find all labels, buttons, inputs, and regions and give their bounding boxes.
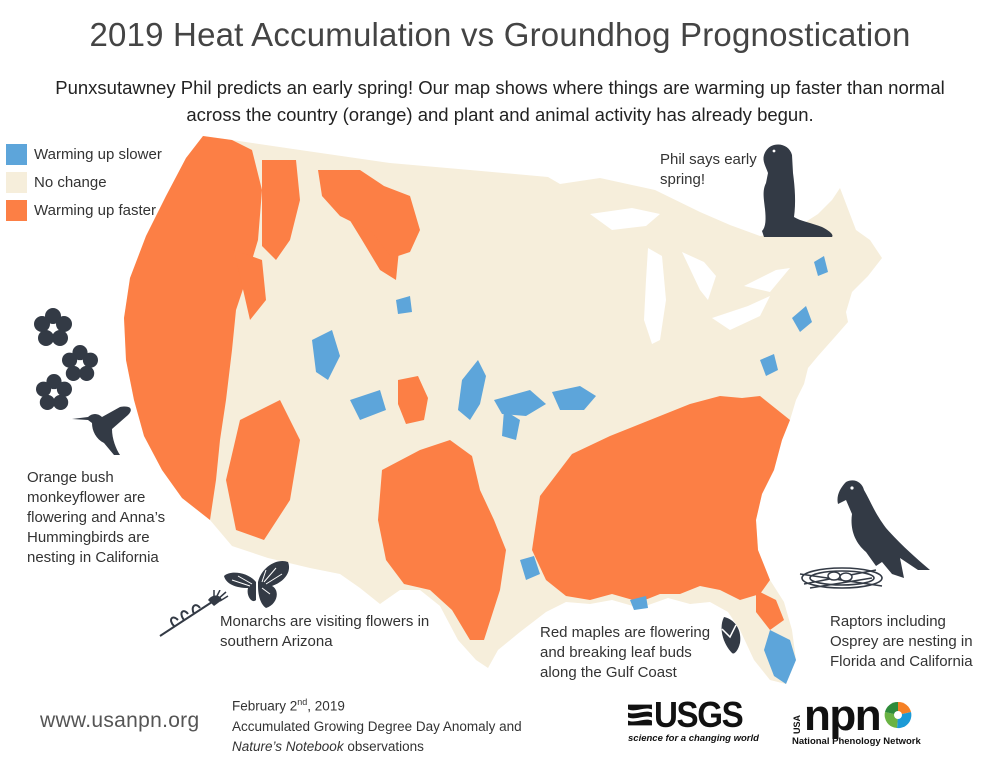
raptor-annotation: Raptors including Osprey are nesting in … <box>830 613 973 670</box>
arizona-annotation: Monarchs are visiting flowers in souther… <box>220 613 430 650</box>
page-title: 2019 Heat Accumulation vs Groundhog Prog… <box>89 16 911 53</box>
great-lakes <box>590 208 790 344</box>
page-subtitle: Punxsutawney Phil predicts an early spri… <box>55 77 945 125</box>
map-legend: Warming up slower No change Warming up f… <box>6 140 162 224</box>
legend-swatch-beige <box>6 171 27 193</box>
legend-swatch-orange <box>6 199 27 221</box>
footnote-date: February 2nd, 2019 <box>232 697 345 714</box>
warming-faster-florida-north <box>756 590 784 630</box>
usgs-wave-icon <box>628 704 652 726</box>
legend-item-no-change: No change <box>6 168 162 196</box>
warming-faster-southeast <box>532 396 790 602</box>
npn-leaf-icon <box>884 701 912 729</box>
gulf-annotation: Red maples are flowering and breaking le… <box>540 624 711 681</box>
flower-icon <box>34 308 72 346</box>
website-url[interactable]: www.usanpn.org <box>40 709 200 732</box>
legend-label: Warming up faster <box>34 201 156 219</box>
butterfly-icon <box>224 560 290 608</box>
thistle-flower-icon <box>159 590 229 637</box>
warming-faster-texas <box>378 440 506 640</box>
footnote-line2: Accumulated Growing Degree Day Anomaly a… <box>232 718 522 734</box>
legend-swatch-blue <box>6 143 27 165</box>
flower-icon <box>36 374 72 410</box>
legend-label: Warming up slower <box>34 145 162 163</box>
groundhog-icon <box>762 144 833 237</box>
phil-annotation: Phil says early spring! <box>660 151 757 188</box>
legend-item-faster: Warming up faster <box>6 196 162 224</box>
warming-faster-west <box>124 136 262 520</box>
usgs-logo: USGS science for a changing world <box>628 694 759 744</box>
map-footnote: February 2nd, 2019 Accumulated Growing D… <box>232 692 522 757</box>
flower-icon <box>62 345 98 381</box>
warming-slower-patches <box>312 256 828 610</box>
footnote-line3: Nature’s Notebook observations <box>232 738 424 754</box>
california-annotation: Orange bush monkeyflower are flowering a… <box>27 469 166 566</box>
leaf-bud-icon <box>721 617 741 654</box>
warming-faster-montana <box>318 170 420 258</box>
warming-faster-nm <box>226 376 428 540</box>
raptor-on-nest-icon <box>799 480 930 589</box>
usgs-tagline: science for a changing world <box>628 733 759 744</box>
legend-label: No change <box>34 173 107 191</box>
npn-tagline: National Phenology Network <box>792 736 921 747</box>
npn-logo: USA npn National Phenology Network <box>792 694 942 748</box>
warming-slower-florida <box>764 630 796 684</box>
hummingbird-icon <box>72 406 131 455</box>
legend-item-slower: Warming up slower <box>6 140 162 168</box>
